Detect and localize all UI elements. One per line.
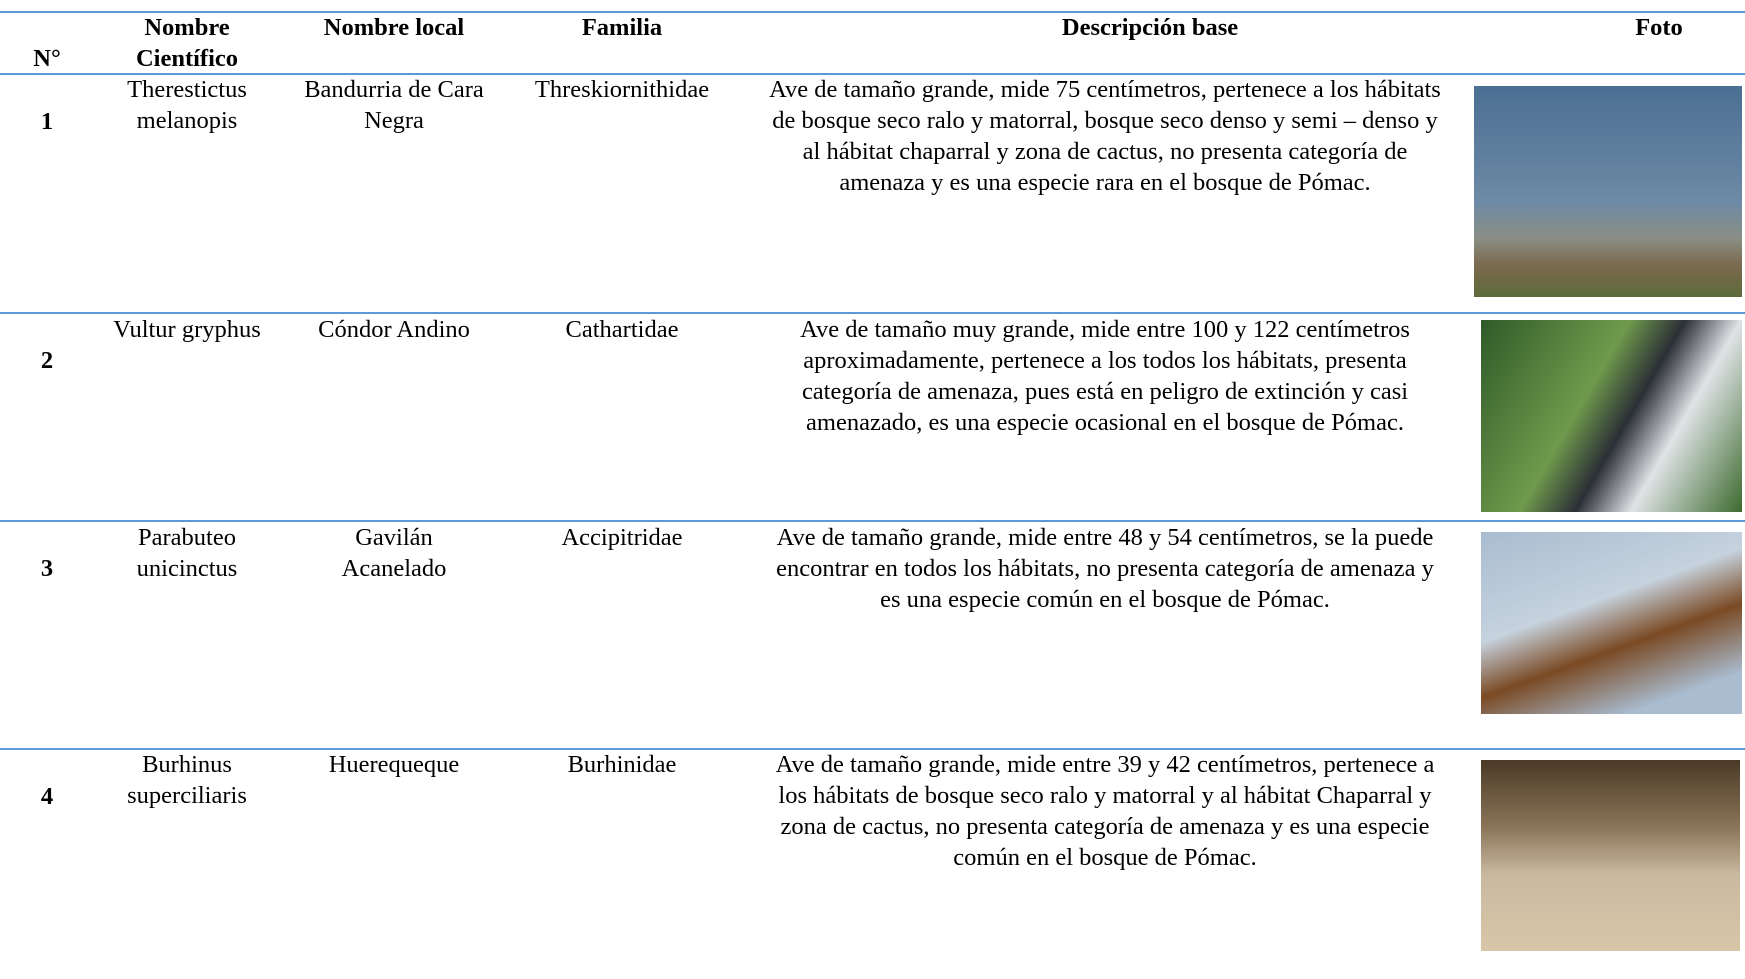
column-header: Nombre local <box>323 14 465 41</box>
bird-photo <box>1481 532 1742 714</box>
row-rule <box>0 312 1745 314</box>
scientific-name: Parabuteo unicinctus <box>136 524 238 582</box>
column-header: N° <box>33 45 61 72</box>
column-header: Nombre Científico <box>135 14 239 72</box>
row-number: 3 <box>40 555 54 582</box>
description: Ave de tamaño grande, mide entre 48 y 54… <box>776 524 1434 613</box>
column-header: Foto <box>1635 14 1683 41</box>
bird-photo <box>1474 86 1742 297</box>
column-header: Descripción base <box>1061 14 1239 41</box>
table-top-rule <box>0 11 1745 13</box>
family: Accipitridae <box>561 524 683 551</box>
bird-photo <box>1481 320 1742 512</box>
scientific-name: Vultur gryphus <box>113 316 261 343</box>
family: Threskiornithidae <box>534 76 710 103</box>
column-header: Familia <box>581 14 663 41</box>
description: Ave de tamaño muy grande, mide entre 100… <box>800 316 1410 436</box>
scientific-name: Burhinus superciliaris <box>127 751 247 809</box>
family: Cathartidae <box>565 316 679 343</box>
row-rule <box>0 748 1745 750</box>
local-name: Cóndor Andino <box>318 316 470 343</box>
bird-photo <box>1481 760 1740 951</box>
row-rule <box>0 520 1745 522</box>
header-rule <box>0 73 1745 75</box>
description: Ave de tamaño grande, mide entre 39 y 42… <box>775 751 1435 871</box>
row-number: 1 <box>40 108 54 135</box>
family: Burhinidae <box>567 751 677 778</box>
local-name: Gavilán Acanelado <box>341 524 447 582</box>
local-name: Huerequeque <box>328 751 460 778</box>
description: Ave de tamaño grande, mide 75 centímetro… <box>769 76 1441 196</box>
row-number: 4 <box>40 783 54 810</box>
local-name: Bandurria de Cara Negra <box>304 76 484 134</box>
scientific-name: Therestictus melanopis <box>127 76 247 134</box>
row-number: 2 <box>40 347 54 374</box>
